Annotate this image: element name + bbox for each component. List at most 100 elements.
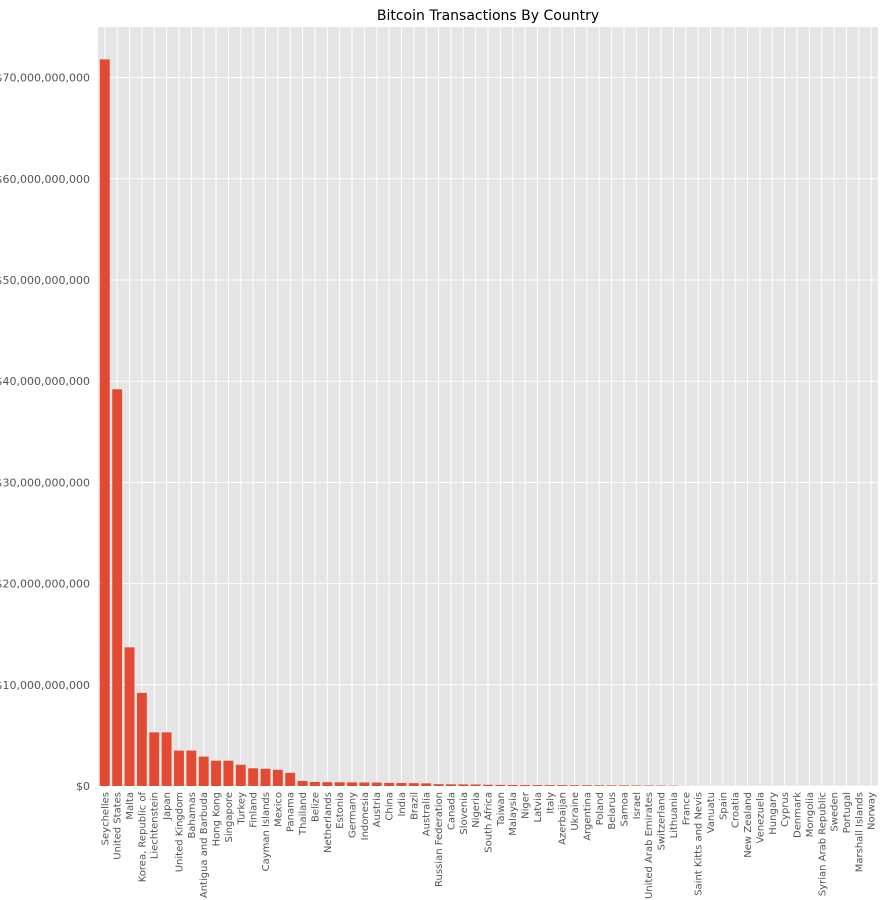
x-tick-label: Sweden bbox=[830, 792, 841, 832]
y-tick-label: $60,000,000,000 bbox=[0, 173, 90, 186]
x-tick-label: Marshall Islands bbox=[854, 792, 865, 872]
bar bbox=[359, 782, 370, 786]
x-tick-label: Venezuela bbox=[755, 792, 766, 843]
bar bbox=[161, 732, 172, 786]
bar bbox=[458, 784, 469, 786]
bar bbox=[619, 785, 629, 786]
bar bbox=[371, 782, 382, 786]
x-tick-label: Vanuatu bbox=[706, 792, 717, 833]
x-tick-label: Panama bbox=[286, 792, 297, 832]
x-tick-label: Israel bbox=[632, 792, 643, 819]
x-tick-label: Malta bbox=[125, 792, 136, 820]
x-tick-label: Latvia bbox=[533, 792, 544, 822]
x-tick-label: France bbox=[681, 792, 692, 825]
x-tick-label: Italy bbox=[545, 792, 556, 814]
x-tick-label: United Arab Emirates bbox=[644, 792, 655, 899]
bar bbox=[507, 784, 518, 786]
x-tick-label: Cayman Islands bbox=[261, 792, 272, 871]
x-tick-label: New Zealand bbox=[743, 792, 754, 858]
x-tick-label: Hong Kong bbox=[212, 792, 223, 846]
bar bbox=[248, 768, 259, 786]
bar bbox=[223, 760, 234, 786]
x-tick-label: Seychelles bbox=[100, 792, 111, 845]
x-tick-label: Ukraine bbox=[570, 792, 581, 831]
bar bbox=[260, 768, 271, 786]
vertical-gridlines bbox=[104, 27, 872, 786]
y-tick-label: $20,000,000,000 bbox=[0, 578, 90, 591]
bar bbox=[334, 782, 345, 786]
x-tick-label: Malaysia bbox=[508, 792, 519, 836]
x-tick-label: Thailand bbox=[298, 792, 309, 836]
bar bbox=[285, 772, 296, 786]
x-tick-label: Azerbaijan bbox=[558, 792, 569, 845]
x-tick-label: Netherlands bbox=[323, 792, 334, 853]
bar bbox=[384, 782, 395, 786]
bar bbox=[495, 784, 506, 786]
x-tick-label: Denmark bbox=[793, 792, 804, 838]
bar bbox=[347, 782, 357, 786]
x-tick-label: Belarus bbox=[607, 792, 618, 830]
x-tick-label: Russian Federation bbox=[434, 792, 445, 887]
x-tick-label: United Kingdom bbox=[174, 792, 185, 872]
bar bbox=[124, 647, 135, 786]
bar bbox=[211, 760, 221, 786]
y-axis-ticks: $0 $10,000,000,000 $20,000,000,000 $30,000,… bbox=[0, 72, 90, 793]
bar bbox=[186, 750, 197, 786]
chart-title: Bitcoin Transactions By Country bbox=[377, 8, 599, 24]
bar bbox=[198, 756, 209, 786]
x-tick-label: Korea, Republic of bbox=[137, 792, 148, 883]
bar bbox=[520, 785, 531, 786]
x-tick-label: Turkey bbox=[236, 792, 247, 826]
x-tick-label: Liechtenstein bbox=[150, 792, 161, 859]
bar bbox=[99, 59, 110, 787]
bar bbox=[433, 784, 444, 786]
bar bbox=[272, 769, 283, 786]
bars bbox=[99, 59, 877, 787]
x-tick-label: Nigeria bbox=[471, 792, 482, 828]
bar bbox=[594, 785, 605, 786]
x-tick-label: Switzerland bbox=[657, 792, 668, 850]
bar bbox=[557, 785, 568, 786]
x-tick-label: Taiwan bbox=[496, 792, 507, 827]
x-tick-label: Finland bbox=[249, 792, 260, 828]
bar bbox=[396, 782, 407, 786]
bar bbox=[631, 785, 642, 786]
bar bbox=[297, 780, 308, 786]
bar bbox=[112, 389, 123, 786]
x-tick-label: South Africa bbox=[484, 792, 495, 853]
y-tick-label: $40,000,000,000 bbox=[0, 375, 90, 388]
x-tick-label: China bbox=[385, 792, 396, 821]
bar bbox=[136, 692, 147, 786]
x-tick-label: Indonesia bbox=[360, 792, 371, 840]
x-tick-label: Mongolia bbox=[805, 792, 816, 837]
bar bbox=[421, 783, 432, 786]
x-tick-label: Estonia bbox=[335, 792, 346, 829]
x-tick-label: United States bbox=[113, 792, 124, 860]
x-tick-label: Cyprus bbox=[780, 792, 791, 827]
x-tick-label: Japan bbox=[162, 792, 173, 821]
x-tick-label: Germany bbox=[348, 792, 359, 838]
x-tick-label: Saint Kitts and Nevis bbox=[694, 792, 705, 896]
x-tick-label: Singapore bbox=[224, 792, 235, 842]
bar bbox=[532, 785, 543, 786]
y-tick-label: $30,000,000,000 bbox=[0, 476, 90, 489]
bar bbox=[235, 764, 246, 786]
x-tick-label: Croatia bbox=[731, 792, 742, 828]
x-tick-label: Norway bbox=[867, 792, 878, 830]
x-tick-label: Niger bbox=[521, 791, 532, 819]
x-tick-label: Antigua and Barbuda bbox=[199, 792, 210, 898]
y-tick-label: $50,000,000,000 bbox=[0, 274, 90, 287]
bar bbox=[470, 784, 481, 786]
x-tick-label: Canada bbox=[446, 792, 457, 830]
x-tick-label: Lithuania bbox=[669, 792, 680, 838]
x-tick-label: Samoa bbox=[619, 792, 630, 826]
bar bbox=[174, 750, 184, 786]
bar bbox=[569, 785, 580, 786]
bar bbox=[445, 784, 456, 786]
x-tick-label: Poland bbox=[595, 792, 606, 825]
x-tick-label: Spain bbox=[718, 792, 729, 820]
y-tick-label: $0 bbox=[76, 780, 90, 793]
bar bbox=[581, 785, 592, 786]
x-tick-label: Slovenia bbox=[459, 792, 470, 835]
